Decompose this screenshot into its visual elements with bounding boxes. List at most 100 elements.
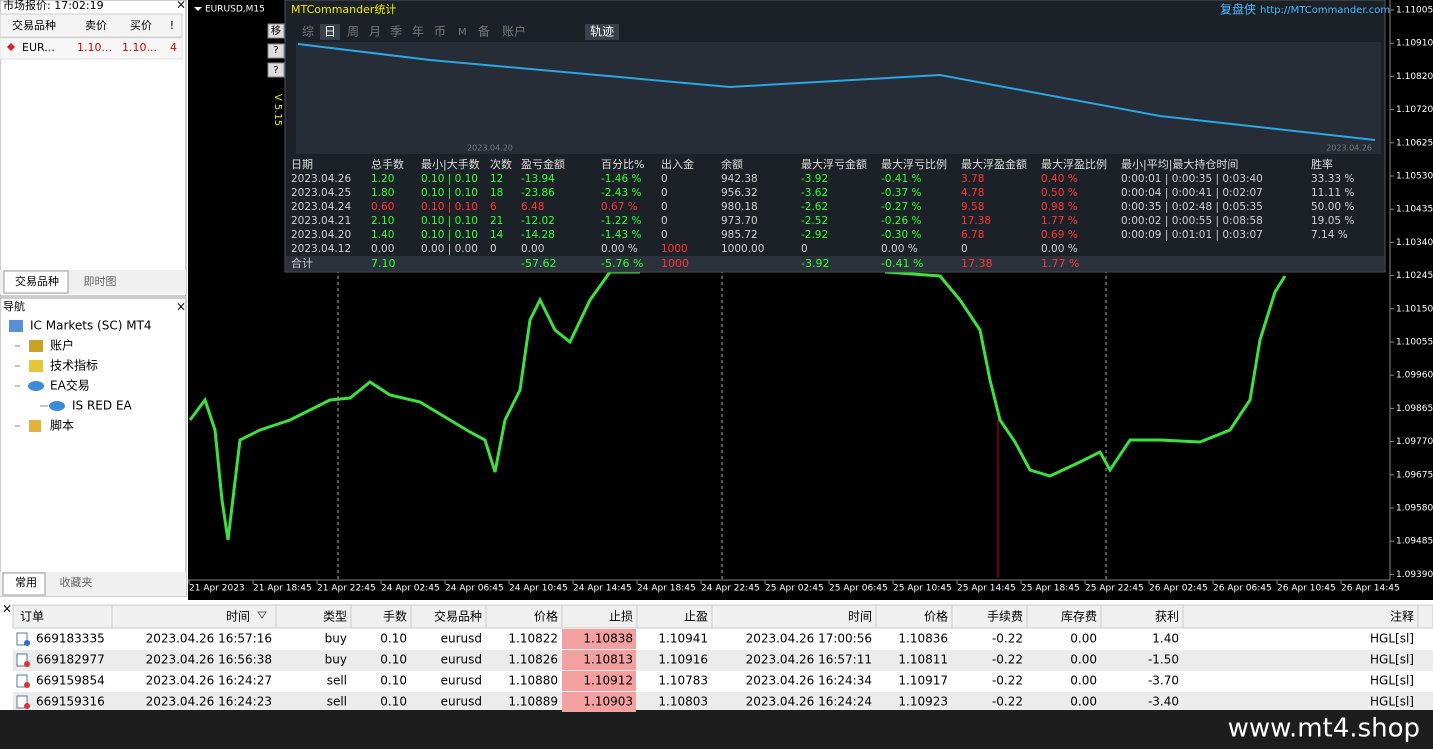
- stats-header: 余额: [721, 157, 743, 171]
- price-label: 1.10625: [1396, 138, 1433, 148]
- tab-active[interactable]: [2, 572, 46, 596]
- order-cell: 1.10822: [508, 632, 558, 646]
- tab-active[interactable]: [3, 270, 69, 294]
- stats-cell: 0.10 | 0.10: [421, 229, 478, 241]
- stats-cell: 973.70: [721, 215, 758, 227]
- stats-tab[interactable]: 币: [434, 25, 446, 39]
- order-cell: 1.10923: [898, 695, 948, 709]
- stats-tab[interactable]: 月: [369, 25, 381, 39]
- orders-header: 类型: [323, 610, 347, 624]
- time-label: 25 Apr 06:45: [829, 584, 888, 594]
- stats-cell: -0.30 %: [881, 229, 922, 241]
- order-cell: 1.10917: [898, 674, 948, 688]
- stats-cell: 942.38: [721, 173, 758, 185]
- order-cell: 2023.04.26 16:57:11: [746, 653, 872, 667]
- order-cell: -0.22: [992, 674, 1023, 688]
- close-icon[interactable]: ×: [2, 602, 12, 616]
- chart-button[interactable]: 移: [271, 24, 281, 37]
- time-label: 24 Apr 14:45: [573, 584, 632, 594]
- stats-cell: 6.78: [961, 229, 984, 241]
- orders-header: 交易品种: [434, 609, 482, 624]
- stats-cell: 0.00 %: [1041, 243, 1078, 255]
- time-label: 25 Apr 02:45: [765, 584, 824, 594]
- stats-header: 出入金: [661, 157, 694, 171]
- tab[interactable]: 即时图: [84, 275, 117, 288]
- price-label: 1.09580: [1396, 504, 1433, 514]
- close-icon[interactable]: ×: [176, 0, 186, 12]
- stats-tab[interactable]: 综: [302, 25, 314, 39]
- price-label: 1.09865: [1396, 404, 1433, 414]
- chart-button[interactable]: ?: [273, 45, 278, 56]
- time-label: 24 Apr 18:45: [637, 584, 696, 594]
- order-cell: 669183335: [36, 632, 105, 646]
- tree-item[interactable]: EA交易: [50, 378, 90, 393]
- order-cell: -0.22: [992, 695, 1023, 709]
- stats-cell: -1.43 %: [601, 229, 642, 241]
- price-path: [884, 270, 1287, 478]
- order-cell: 0.00: [1070, 674, 1097, 688]
- price-path: [188, 270, 640, 541]
- order-cell: 1.10916: [658, 653, 708, 667]
- tree-item[interactable]: IC Markets (SC) MT4: [30, 319, 152, 333]
- order-cell: 0.00: [1070, 632, 1097, 646]
- order-cell: 2023.04.26 16:24:34: [746, 674, 872, 688]
- column-header: 买价: [130, 19, 152, 32]
- orders-header: 止盈: [684, 610, 708, 624]
- price-label: 1.09960: [1396, 371, 1433, 381]
- tree-item[interactable]: 技术指标: [50, 358, 98, 373]
- close-icon[interactable]: ×: [176, 300, 186, 314]
- order-cell: 0.00: [1070, 653, 1097, 667]
- tree-item[interactable]: 账户: [50, 338, 74, 353]
- stats-cell: 2023.04.26: [291, 173, 351, 185]
- order-cell: 669182977: [36, 653, 105, 667]
- chart-button[interactable]: ?: [273, 65, 278, 76]
- stats-cell: 0.00: [371, 243, 394, 255]
- tab[interactable]: 收藏夹: [60, 575, 93, 589]
- time-label: 26 Apr 02:45: [1149, 584, 1208, 594]
- order-cell: eurusd: [441, 674, 482, 688]
- sl-cell: [562, 629, 636, 649]
- tree-item[interactable]: IS RED EA: [72, 399, 133, 413]
- stats-cell: 0.10 | 0.10: [421, 187, 478, 199]
- order-cell: 0.00: [1070, 695, 1097, 709]
- stats-tab[interactable]: 账户: [502, 24, 526, 39]
- total-row-bg: [286, 256, 1384, 271]
- stats-cell: -3.92: [801, 173, 828, 185]
- stats-cell: 985.72: [721, 229, 758, 241]
- order-icon-dot: [24, 640, 30, 646]
- stats-cell: -14.28: [521, 229, 555, 241]
- market-cell: EUR...: [22, 41, 55, 54]
- tab-active-bg: [585, 24, 619, 40]
- order-cell: buy: [325, 632, 347, 646]
- order-cell: -3.70: [1148, 674, 1179, 688]
- stats-tab[interactable]: 年: [412, 25, 424, 39]
- stats-url[interactable]: http://MTCommander.com: [1260, 5, 1390, 16]
- curve-area: [296, 42, 1381, 154]
- stats-cell: 11.11 %: [1311, 187, 1354, 199]
- stats-tab[interactable]: 备: [478, 25, 490, 39]
- tab[interactable]: 交易品种: [15, 274, 59, 288]
- order-cell: eurusd: [441, 695, 482, 709]
- order-cell: sell: [327, 674, 347, 688]
- price-label: 1.10245: [1396, 271, 1433, 281]
- time-label: 26 Apr 06:45: [1213, 584, 1272, 594]
- stats-cell: -2.92: [801, 229, 828, 241]
- stats-tab[interactable]: 季: [390, 25, 402, 39]
- stats-tab[interactable]: 日: [324, 25, 336, 39]
- stats-tab[interactable]: 周: [347, 25, 359, 39]
- column-header: !: [170, 19, 174, 32]
- stats-tab[interactable]: M: [458, 27, 467, 38]
- price-label: 1.10055: [1396, 338, 1433, 348]
- order-cell: HGL[sl]: [1370, 653, 1414, 667]
- side-buttons[interactable]: [267, 23, 285, 78]
- orders-header: 时间: [848, 610, 872, 624]
- order-cell: 2023.04.26 17:00:56: [746, 632, 872, 646]
- stats-tab[interactable]: 轨迹: [590, 25, 614, 39]
- market-row-bg: [0, 37, 183, 60]
- sort-icon[interactable]: [257, 611, 267, 619]
- menu-arrow[interactable]: [194, 7, 202, 11]
- chart-button[interactable]: √: [273, 85, 280, 96]
- tree-item[interactable]: 脚本: [50, 418, 74, 433]
- stats-cell: -0.26 %: [881, 215, 922, 227]
- tab[interactable]: 常用: [15, 576, 37, 589]
